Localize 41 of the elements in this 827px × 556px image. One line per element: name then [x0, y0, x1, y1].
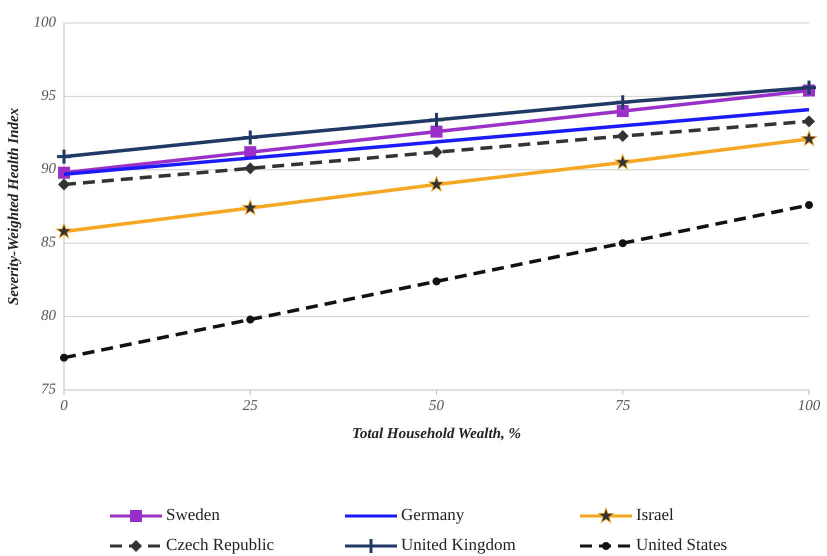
point: [56, 148, 72, 166]
y-tick-label: 85: [41, 234, 56, 251]
point: [618, 239, 627, 248]
point: [614, 94, 632, 111]
y-axis-title: Severity-Weighted Health Index: [6, 107, 22, 306]
point: [428, 111, 445, 128]
y-tick-label: 75: [41, 381, 56, 398]
legend-label: Germany: [401, 504, 465, 524]
x-tick-label: 25: [242, 398, 258, 414]
point: [242, 129, 259, 146]
legend-label: Israel: [636, 504, 674, 524]
point: [616, 130, 629, 142]
point: [58, 178, 70, 190]
point: [800, 130, 818, 146]
point: [430, 146, 442, 158]
x-tick-label: 75: [615, 398, 631, 414]
x-tick-label: 50: [429, 398, 444, 414]
legend-label: Sweden: [166, 504, 220, 524]
y-tick-label: 80: [41, 308, 56, 324]
point: [244, 162, 256, 174]
x-tick-label: 0: [60, 398, 68, 414]
y-tick-label: 90: [41, 161, 56, 178]
point: [60, 354, 68, 362]
x-axis-title: Total Household Wealth, %: [352, 426, 521, 442]
point: [246, 316, 254, 324]
y-tick-label: 95: [41, 88, 56, 104]
point: [614, 154, 631, 170]
point: [616, 105, 629, 118]
point: [430, 126, 442, 138]
point: [800, 79, 818, 96]
legend-label: United Kingdom: [401, 534, 516, 554]
point: [805, 201, 813, 210]
point: [428, 176, 445, 192]
legend-label: United States: [636, 534, 728, 554]
y-tick-label: 100: [34, 14, 56, 30]
point: [242, 200, 258, 215]
legend-label: Czech Republic: [166, 534, 275, 554]
point: [432, 277, 440, 286]
point: [56, 223, 72, 238]
point: [803, 115, 815, 128]
x-tick-label: 100: [798, 398, 821, 414]
